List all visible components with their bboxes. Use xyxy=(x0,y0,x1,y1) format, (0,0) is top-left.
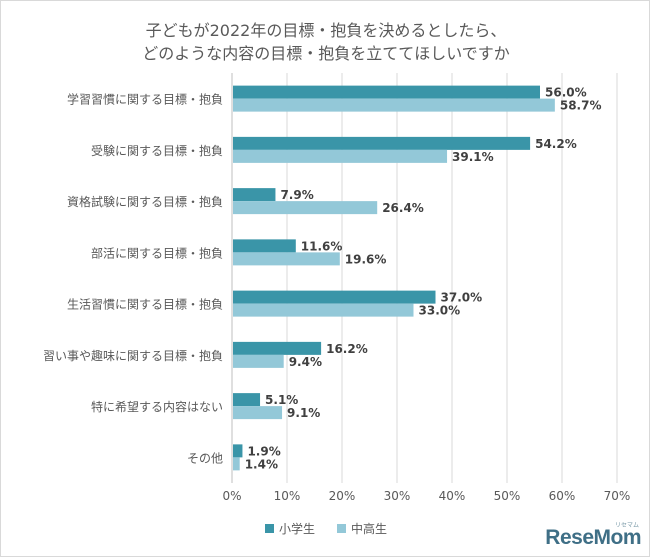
x-tick-label-1: 10% xyxy=(274,489,301,503)
bar-series-2-0 xyxy=(233,98,555,112)
legend-label-series-2: 中高生 xyxy=(351,522,388,536)
data-label-series-2-2: 26.4% xyxy=(382,201,424,215)
chart-title-line-1: 子どもが2022年の目標・抱負を決めるとしたら、 xyxy=(145,21,507,40)
data-label-series-2-6: 9.1% xyxy=(287,406,320,420)
legend-item-series-2: 中高生 xyxy=(337,520,387,537)
category-label-1: 受験に関する目標・抱負 xyxy=(91,143,223,158)
x-tick-label-3: 30% xyxy=(384,489,411,503)
data-label-series-1-0: 56.0% xyxy=(545,86,587,100)
bar-series-2-1 xyxy=(233,149,448,163)
bar-series-1-0 xyxy=(233,85,540,99)
data-label-series-1-1: 54.2% xyxy=(535,137,577,151)
data-label-series-1-7: 1.9% xyxy=(247,444,280,458)
category-label-6: 特に希望する内容はない xyxy=(91,399,223,414)
category-label-7: その他 xyxy=(187,451,223,465)
category-label-4: 生活習慣に関する目標・抱負 xyxy=(67,297,223,312)
bar-series-1-7 xyxy=(233,444,243,458)
category-label-0: 学習習慣に関する目標・抱負 xyxy=(67,92,223,107)
bar-series-1-2 xyxy=(233,188,276,202)
bar-series-1-1 xyxy=(233,136,531,150)
chart-legend: 小学生 中高生 xyxy=(1,520,650,537)
legend-item-series-1: 小学生 xyxy=(264,520,315,537)
data-label-series-2-7: 1.4% xyxy=(245,457,278,471)
legend-swatch-series-2 xyxy=(337,524,346,533)
bar-series-1-6 xyxy=(233,393,261,407)
data-label-series-2-3: 19.6% xyxy=(345,252,387,266)
data-label-series-1-2: 7.9% xyxy=(280,188,313,202)
data-label-series-2-4: 33.0% xyxy=(419,304,461,318)
data-label-series-1-3: 11.6% xyxy=(301,239,343,253)
bar-series-2-4 xyxy=(233,303,414,317)
data-label-series-1-6: 5.1% xyxy=(265,393,298,407)
chart-title-line-2: どのような内容の目標・抱負を立ててほしいですか xyxy=(142,44,510,63)
x-tick-label-5: 50% xyxy=(494,489,521,503)
category-label-5: 習い事や趣味に関する目標・抱負 xyxy=(43,348,223,363)
x-tick-label-2: 20% xyxy=(329,489,356,503)
bar-series-1-5 xyxy=(233,341,322,355)
brand-name: ReseMom xyxy=(545,526,641,549)
bar-series-1-4 xyxy=(233,290,436,304)
data-label-series-2-0: 58.7% xyxy=(560,99,602,113)
bar-series-2-2 xyxy=(233,201,378,215)
data-label-series-2-1: 39.1% xyxy=(452,150,494,164)
x-tick-label-4: 40% xyxy=(439,489,466,503)
data-label-series-1-5: 16.2% xyxy=(326,342,368,356)
bar-series-2-3 xyxy=(233,252,340,266)
resemom-logo: ReseMom リセマム xyxy=(545,523,641,550)
legend-swatch-series-1 xyxy=(264,524,274,533)
bar-series-2-6 xyxy=(233,406,283,420)
data-label-series-1-4: 37.0% xyxy=(441,291,483,305)
data-label-series-2-5: 9.4% xyxy=(289,355,322,369)
x-tick-label-0: 0% xyxy=(222,489,241,503)
category-label-3: 部活に関する目標・抱負 xyxy=(91,245,223,260)
bar-series-2-5 xyxy=(233,354,284,368)
brand-kana: リセマム xyxy=(614,523,639,529)
x-tick-label-7: 70% xyxy=(604,489,631,503)
legend-label-series-1: 小学生 xyxy=(278,522,315,536)
category-label-2: 資格試験に関する目標・抱負 xyxy=(67,194,223,209)
x-tick-label-6: 60% xyxy=(549,489,576,503)
bar-series-1-3 xyxy=(233,239,296,253)
bar-series-2-7 xyxy=(233,457,240,471)
